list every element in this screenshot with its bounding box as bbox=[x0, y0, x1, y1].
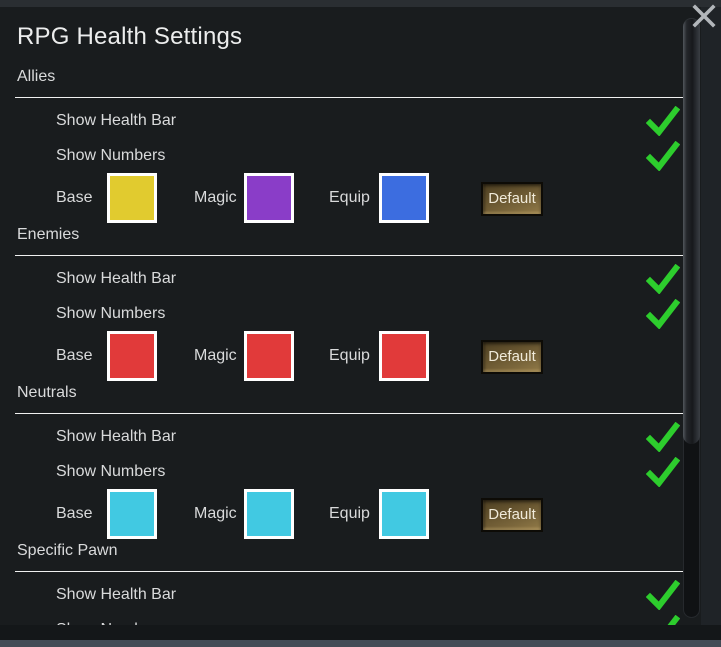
toggle-label: Show Health Bar bbox=[56, 586, 177, 603]
checkmark-icon[interactable] bbox=[646, 141, 680, 171]
page-title: RPG Health Settings bbox=[17, 23, 243, 50]
toggle-row-show-health-bar[interactable]: Show Health Bar bbox=[0, 422, 683, 454]
base-color-label: Base bbox=[56, 189, 93, 206]
section-header: Allies bbox=[17, 68, 56, 85]
toggle-row-show-numbers[interactable]: Show Numbers bbox=[0, 457, 683, 489]
color-row: Base Magic Equip Default bbox=[0, 331, 683, 381]
section-divider bbox=[15, 255, 683, 256]
toggle-label: Show Numbers bbox=[56, 463, 166, 480]
checkmark-icon[interactable] bbox=[646, 106, 680, 136]
default-button[interactable]: Default bbox=[481, 182, 543, 216]
color-row: Base Magic Equip Default bbox=[0, 489, 683, 539]
section-divider bbox=[15, 413, 683, 414]
default-button[interactable]: Default bbox=[481, 340, 543, 374]
settings-scroll-content: RPG Health Settings Allies Show Health B… bbox=[0, 23, 701, 625]
toggle-label: Show Numbers bbox=[56, 305, 166, 322]
magic-color-label: Magic bbox=[194, 347, 237, 364]
equip-color-swatch[interactable] bbox=[379, 173, 429, 223]
equip-color-label: Equip bbox=[329, 189, 370, 206]
close-icon[interactable] bbox=[691, 3, 717, 29]
magic-color-label: Magic bbox=[194, 189, 237, 206]
section-divider bbox=[15, 97, 683, 98]
magic-color-swatch[interactable] bbox=[244, 173, 294, 223]
dialog-top-border bbox=[0, 0, 721, 7]
base-color-swatch[interactable] bbox=[107, 331, 157, 381]
checkmark-icon[interactable] bbox=[646, 299, 680, 329]
equip-color-swatch[interactable] bbox=[379, 331, 429, 381]
checkmark-icon[interactable] bbox=[646, 580, 680, 610]
section-enemies: Enemies Show Health Bar Show Numbers Bas… bbox=[0, 224, 701, 382]
toggle-label: Show Numbers bbox=[56, 147, 166, 164]
base-color-swatch[interactable] bbox=[107, 173, 157, 223]
magic-color-swatch[interactable] bbox=[244, 331, 294, 381]
toggle-label: Show Health Bar bbox=[56, 428, 177, 445]
toggle-row-show-numbers[interactable]: Show Numbers bbox=[0, 299, 683, 331]
magic-color-swatch[interactable] bbox=[244, 489, 294, 539]
section-header: Specific Pawn bbox=[17, 542, 118, 559]
toggle-row-show-numbers[interactable]: Show Numbers bbox=[0, 141, 683, 173]
checkmark-icon[interactable] bbox=[646, 457, 680, 487]
section-header: Neutrals bbox=[17, 384, 77, 401]
section-divider bbox=[15, 571, 683, 572]
default-button[interactable]: Default bbox=[481, 498, 543, 532]
toggle-label: Show Numbers bbox=[56, 619, 165, 625]
toggle-label: Show Health Bar bbox=[56, 112, 177, 129]
dialog-bottom-border bbox=[0, 640, 721, 647]
toggle-row-show-health-bar[interactable]: Show Health Bar bbox=[0, 264, 683, 296]
section-allies: Allies Show Health Bar Show Numbers Base… bbox=[0, 66, 701, 224]
toggle-row-show-health-bar[interactable]: Show Health Bar bbox=[0, 106, 683, 138]
base-color-swatch[interactable] bbox=[107, 489, 157, 539]
base-color-label: Base bbox=[56, 505, 93, 522]
checkmark-icon[interactable] bbox=[646, 422, 680, 452]
base-color-label: Base bbox=[56, 347, 93, 364]
toggle-label: Show Health Bar bbox=[56, 270, 177, 287]
scrollbar-thumb[interactable] bbox=[683, 18, 700, 444]
toggle-row-show-numbers[interactable]: Show Numbers bbox=[0, 615, 683, 625]
magic-color-label: Magic bbox=[194, 505, 237, 522]
dialog-bottom-margin bbox=[0, 625, 721, 640]
section-specific-pawn: Specific Pawn Show Health Bar Show Numbe… bbox=[0, 540, 701, 625]
section-header: Enemies bbox=[17, 226, 80, 243]
equip-color-label: Equip bbox=[329, 505, 370, 522]
dialog-right-margin bbox=[701, 7, 721, 640]
toggle-row-show-health-bar[interactable]: Show Health Bar bbox=[0, 580, 683, 612]
section-neutrals: Neutrals Show Health Bar Show Numbers Ba… bbox=[0, 382, 701, 540]
color-row: Base Magic Equip Default bbox=[0, 173, 683, 223]
equip-color-label: Equip bbox=[329, 347, 370, 364]
equip-color-swatch[interactable] bbox=[379, 489, 429, 539]
checkmark-icon[interactable] bbox=[646, 264, 680, 294]
checkmark-icon[interactable] bbox=[646, 615, 680, 625]
